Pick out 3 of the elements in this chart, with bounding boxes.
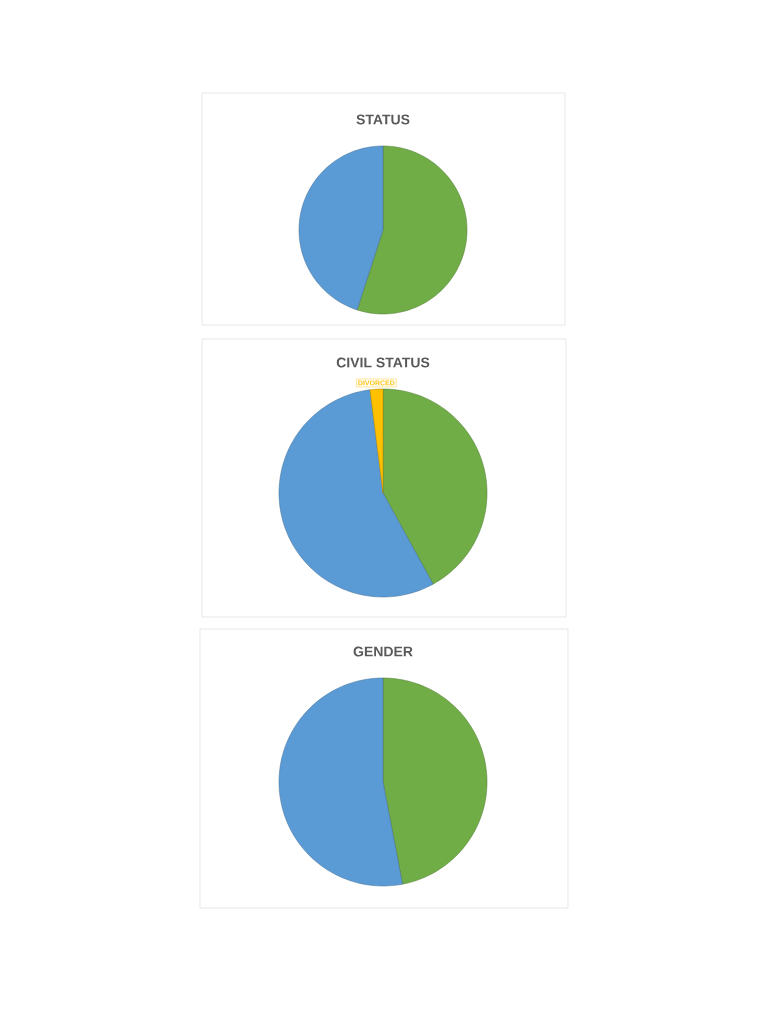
chart-title: CIVIL STATUS (336, 357, 430, 368)
chart-title: GENDER (353, 646, 413, 657)
chart-title: STATUS (356, 114, 410, 125)
